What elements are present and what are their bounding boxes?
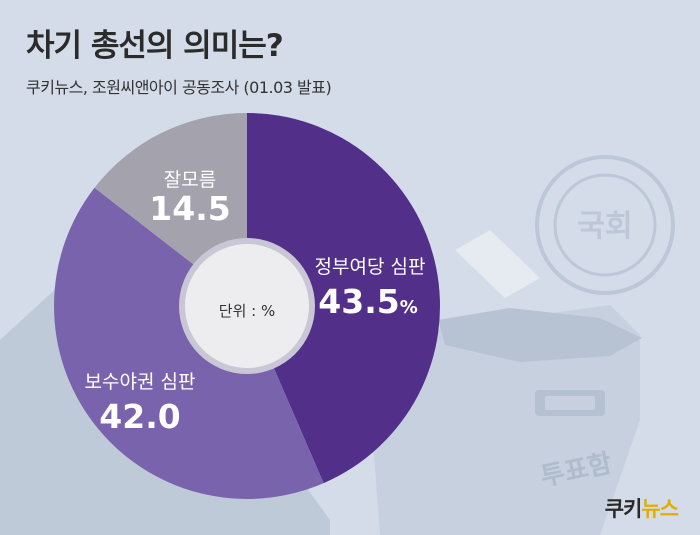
slice-value-unit: % — [400, 297, 418, 318]
brand-part2: 뉴스 — [641, 497, 679, 521]
slice-label: 보수야권 심판 — [85, 371, 196, 393]
slice-label: 정부여당 심판 — [315, 256, 426, 278]
brand-logo: 쿠키뉴스 — [604, 493, 679, 523]
slice-label: 잘모름 — [164, 169, 216, 191]
unit-label: 단위 : % — [219, 302, 275, 320]
brand-part1: 쿠키 — [604, 497, 643, 521]
pie-slice — [54, 187, 324, 500]
emblem-label: 국회 — [577, 209, 632, 244]
national-assembly-emblem: 국회 — [535, 155, 675, 295]
slice-value-label: 14.5 — [149, 189, 230, 228]
ballot-box: 투표함 — [370, 230, 642, 535]
chart-title: 차기 총선의 의미는? — [26, 28, 284, 64]
pie-slice — [247, 113, 440, 484]
slice-value-label: 42.0 — [99, 397, 180, 436]
chart-subtitle: 쿠키뉴스, 조원씨앤아이 공동조사 (01.03 발표) — [26, 78, 332, 97]
center-circle — [185, 244, 309, 368]
